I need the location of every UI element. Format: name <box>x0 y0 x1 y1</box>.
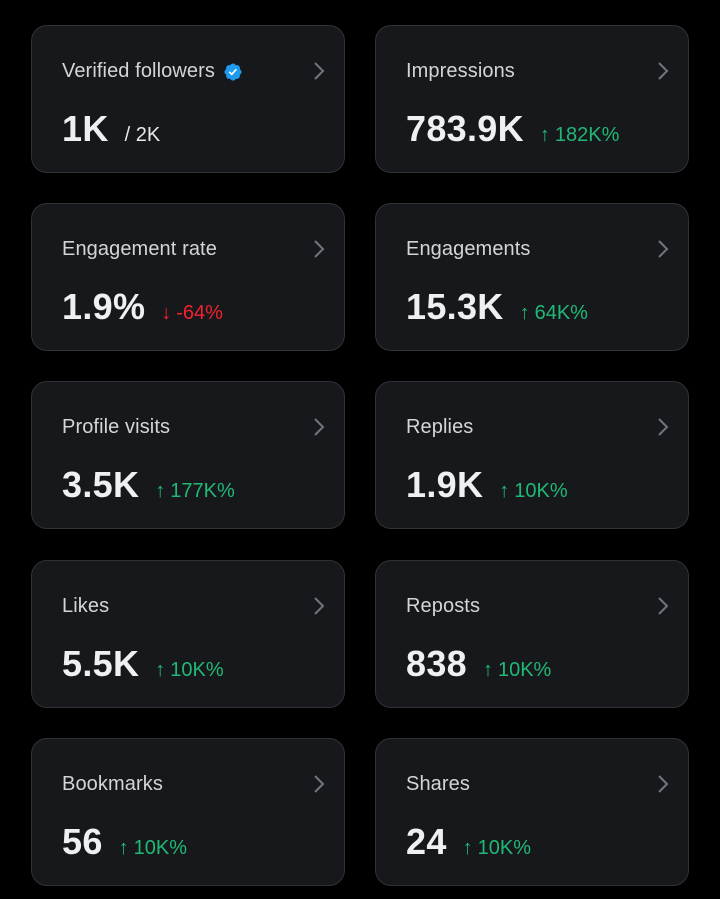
card-delta-value: 177K% <box>170 480 235 502</box>
card-delta: ↑ 10K% <box>155 659 223 682</box>
arrow-up-icon: ↑ <box>499 480 510 502</box>
card-value: 1K <box>62 108 109 149</box>
card-value: 5.5K <box>62 643 140 684</box>
card-value-row: 15.3K ↑ 64K% <box>406 286 588 328</box>
card-bookmarks[interactable]: Bookmarks 56 ↑ 10K% <box>31 738 345 886</box>
chevron-right-icon <box>314 775 325 793</box>
card-value: 15.3K <box>406 286 504 327</box>
card-label: Verified followers <box>62 60 243 83</box>
chevron-right-icon <box>314 418 325 436</box>
chevron-right-icon <box>658 775 669 793</box>
chevron-right-icon <box>658 240 669 258</box>
arrow-up-icon: ↑ <box>462 837 473 859</box>
card-engagements[interactable]: Engagements 15.3K ↑ 64K% <box>375 203 689 351</box>
card-value-row: 3.5K ↑ 177K% <box>62 464 235 506</box>
card-label: Shares <box>406 773 470 795</box>
chevron-right-icon <box>314 240 325 258</box>
card-label: Impressions <box>406 60 515 82</box>
card-replies[interactable]: Replies 1.9K ↑ 10K% <box>375 381 689 529</box>
card-delta: ↓ -64% <box>161 302 223 325</box>
card-value: 24 <box>406 821 447 862</box>
card-value-row: 783.9K ↑ 182K% <box>406 108 619 150</box>
card-reposts[interactable]: Reposts 838 ↑ 10K% <box>375 560 689 708</box>
card-label-text: Verified followers <box>62 60 215 82</box>
card-likes[interactable]: Likes 5.5K ↑ 10K% <box>31 560 345 708</box>
card-sub-value: / 2K <box>124 124 161 146</box>
card-label: Profile visits <box>62 416 171 438</box>
card-delta: ↑ 10K% <box>499 480 567 503</box>
card-value: 1.9% <box>62 286 146 327</box>
card-delta-value: 10K% <box>170 659 224 681</box>
card-value-row: 1.9K ↑ 10K% <box>406 464 568 506</box>
card-delta-value: 10K% <box>133 837 188 859</box>
card-value-row: 838 ↑ 10K% <box>406 643 551 685</box>
arrow-down-icon: ↓ <box>161 302 172 324</box>
card-delta: ↑ 64K% <box>520 302 588 325</box>
chevron-right-icon <box>314 62 325 80</box>
card-profile-visits[interactable]: Profile visits 3.5K ↑ 177K% <box>31 381 345 529</box>
card-value: 1.9K <box>406 464 484 505</box>
card-shares[interactable]: Shares 24 ↑ 10K% <box>375 738 689 886</box>
card-value-row: 56 ↑ 10K% <box>62 821 187 863</box>
chevron-right-icon <box>658 597 669 615</box>
card-label: Likes <box>62 595 110 617</box>
card-label: Replies <box>406 416 474 438</box>
verified-badge-icon <box>224 62 242 81</box>
card-label: Reposts <box>406 595 481 617</box>
card-delta: ↑ 177K% <box>155 480 235 503</box>
card-value: 3.5K <box>62 464 140 505</box>
arrow-up-icon: ↑ <box>519 302 530 324</box>
arrow-up-icon: ↑ <box>482 659 493 681</box>
card-verified-followers[interactable]: Verified followers 1K / 2K <box>31 25 345 173</box>
arrow-up-icon: ↑ <box>118 837 129 859</box>
card-label: Engagements <box>406 238 531 260</box>
card-impressions[interactable]: Impressions 783.9K ↑ 182K% <box>375 25 689 173</box>
chevron-right-icon <box>658 418 669 436</box>
card-value: 838 <box>406 643 467 684</box>
card-delta: ↑ 10K% <box>483 659 551 682</box>
chevron-right-icon <box>658 62 669 80</box>
card-delta-value: -64% <box>176 302 223 324</box>
card-value: 56 <box>62 821 103 862</box>
card-delta-value: 182K% <box>554 124 620 146</box>
card-delta-value: 10K% <box>497 659 552 681</box>
card-delta: ↑ 10K% <box>463 837 531 860</box>
arrow-up-icon: ↑ <box>155 659 166 681</box>
card-label: Bookmarks <box>62 773 163 795</box>
card-delta: ↑ 10K% <box>119 837 187 860</box>
card-delta-value: 64K% <box>534 302 588 324</box>
card-delta-value: 10K% <box>477 837 532 859</box>
arrow-up-icon: ↑ <box>539 124 550 146</box>
arrow-up-icon: ↑ <box>155 480 166 502</box>
chevron-right-icon <box>314 597 325 615</box>
card-engagement-rate[interactable]: Engagement rate 1.9% ↓ -64% <box>31 203 345 351</box>
card-value-row: 1.9% ↓ -64% <box>62 286 223 328</box>
card-value-row: 1K / 2K <box>62 108 160 150</box>
card-label: Engagement rate <box>62 238 217 260</box>
card-delta: ↑ 182K% <box>540 124 620 147</box>
card-value: 783.9K <box>406 108 524 149</box>
card-delta-value: 10K% <box>514 480 568 502</box>
card-value-row: 5.5K ↑ 10K% <box>62 643 224 685</box>
card-value-row: 24 ↑ 10K% <box>406 821 531 863</box>
